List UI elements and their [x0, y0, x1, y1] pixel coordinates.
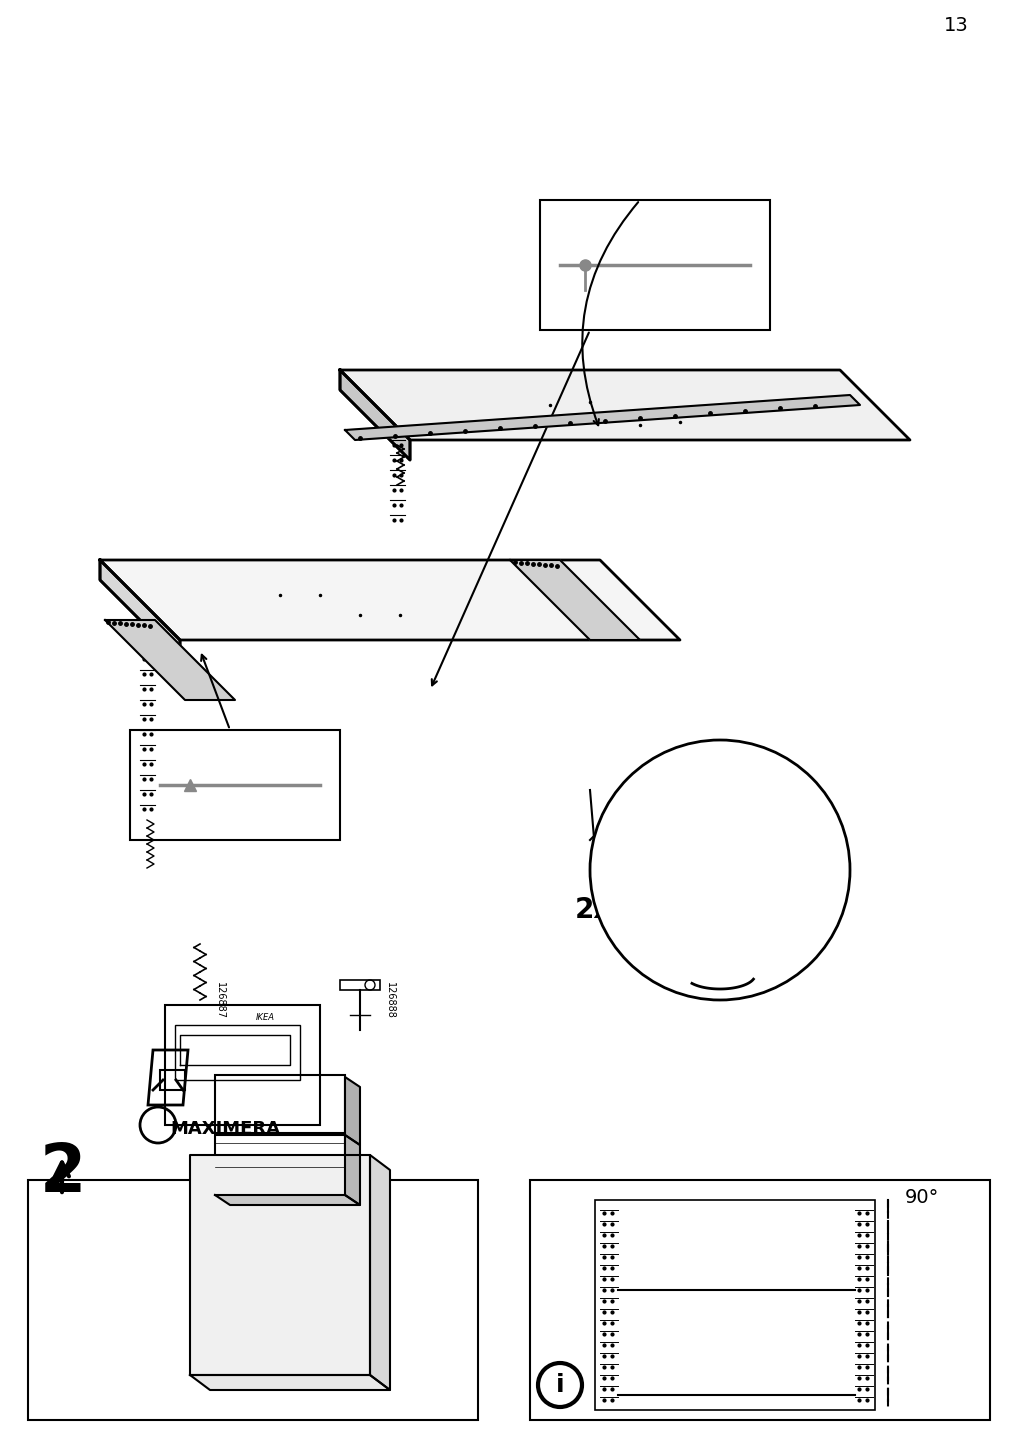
Bar — [214, 1075, 345, 1133]
Text: 126887: 126887 — [214, 981, 224, 1018]
Polygon shape — [100, 560, 679, 640]
Circle shape — [589, 740, 849, 1000]
Bar — [28, 1180, 477, 1421]
Text: MAXIMERA: MAXIMERA — [170, 1120, 280, 1138]
Text: 13: 13 — [942, 16, 968, 34]
Polygon shape — [105, 620, 235, 700]
Polygon shape — [100, 560, 180, 660]
Bar — [684, 815, 705, 845]
Bar — [340, 979, 379, 990]
Bar — [214, 1136, 345, 1194]
Polygon shape — [190, 1375, 389, 1390]
Bar — [129, 730, 340, 841]
Polygon shape — [100, 560, 180, 660]
Polygon shape — [190, 1156, 370, 1375]
Polygon shape — [345, 1077, 360, 1146]
Text: 126887: 126887 — [774, 872, 785, 908]
Polygon shape — [214, 1194, 360, 1204]
Bar — [679, 811, 739, 851]
Polygon shape — [370, 1156, 389, 1390]
Bar — [530, 1180, 989, 1421]
Text: 126888: 126888 — [384, 981, 394, 1018]
Text: i: i — [555, 1373, 564, 1398]
Bar — [705, 760, 744, 780]
Bar — [540, 200, 769, 329]
Polygon shape — [340, 369, 909, 440]
Bar — [175, 1025, 299, 1080]
Text: 126888: 126888 — [790, 832, 800, 868]
Bar — [160, 1070, 185, 1090]
Text: 2x: 2x — [574, 896, 612, 924]
Polygon shape — [340, 369, 409, 460]
Text: 90°: 90° — [904, 1189, 938, 1207]
Bar — [165, 1005, 319, 1126]
Polygon shape — [345, 1136, 360, 1204]
Bar — [594, 1200, 875, 1411]
Polygon shape — [345, 395, 859, 440]
Text: 2: 2 — [40, 1140, 86, 1206]
Circle shape — [538, 1363, 581, 1408]
Text: IKEA: IKEA — [255, 1012, 274, 1021]
Polygon shape — [510, 560, 639, 640]
Polygon shape — [340, 369, 409, 460]
